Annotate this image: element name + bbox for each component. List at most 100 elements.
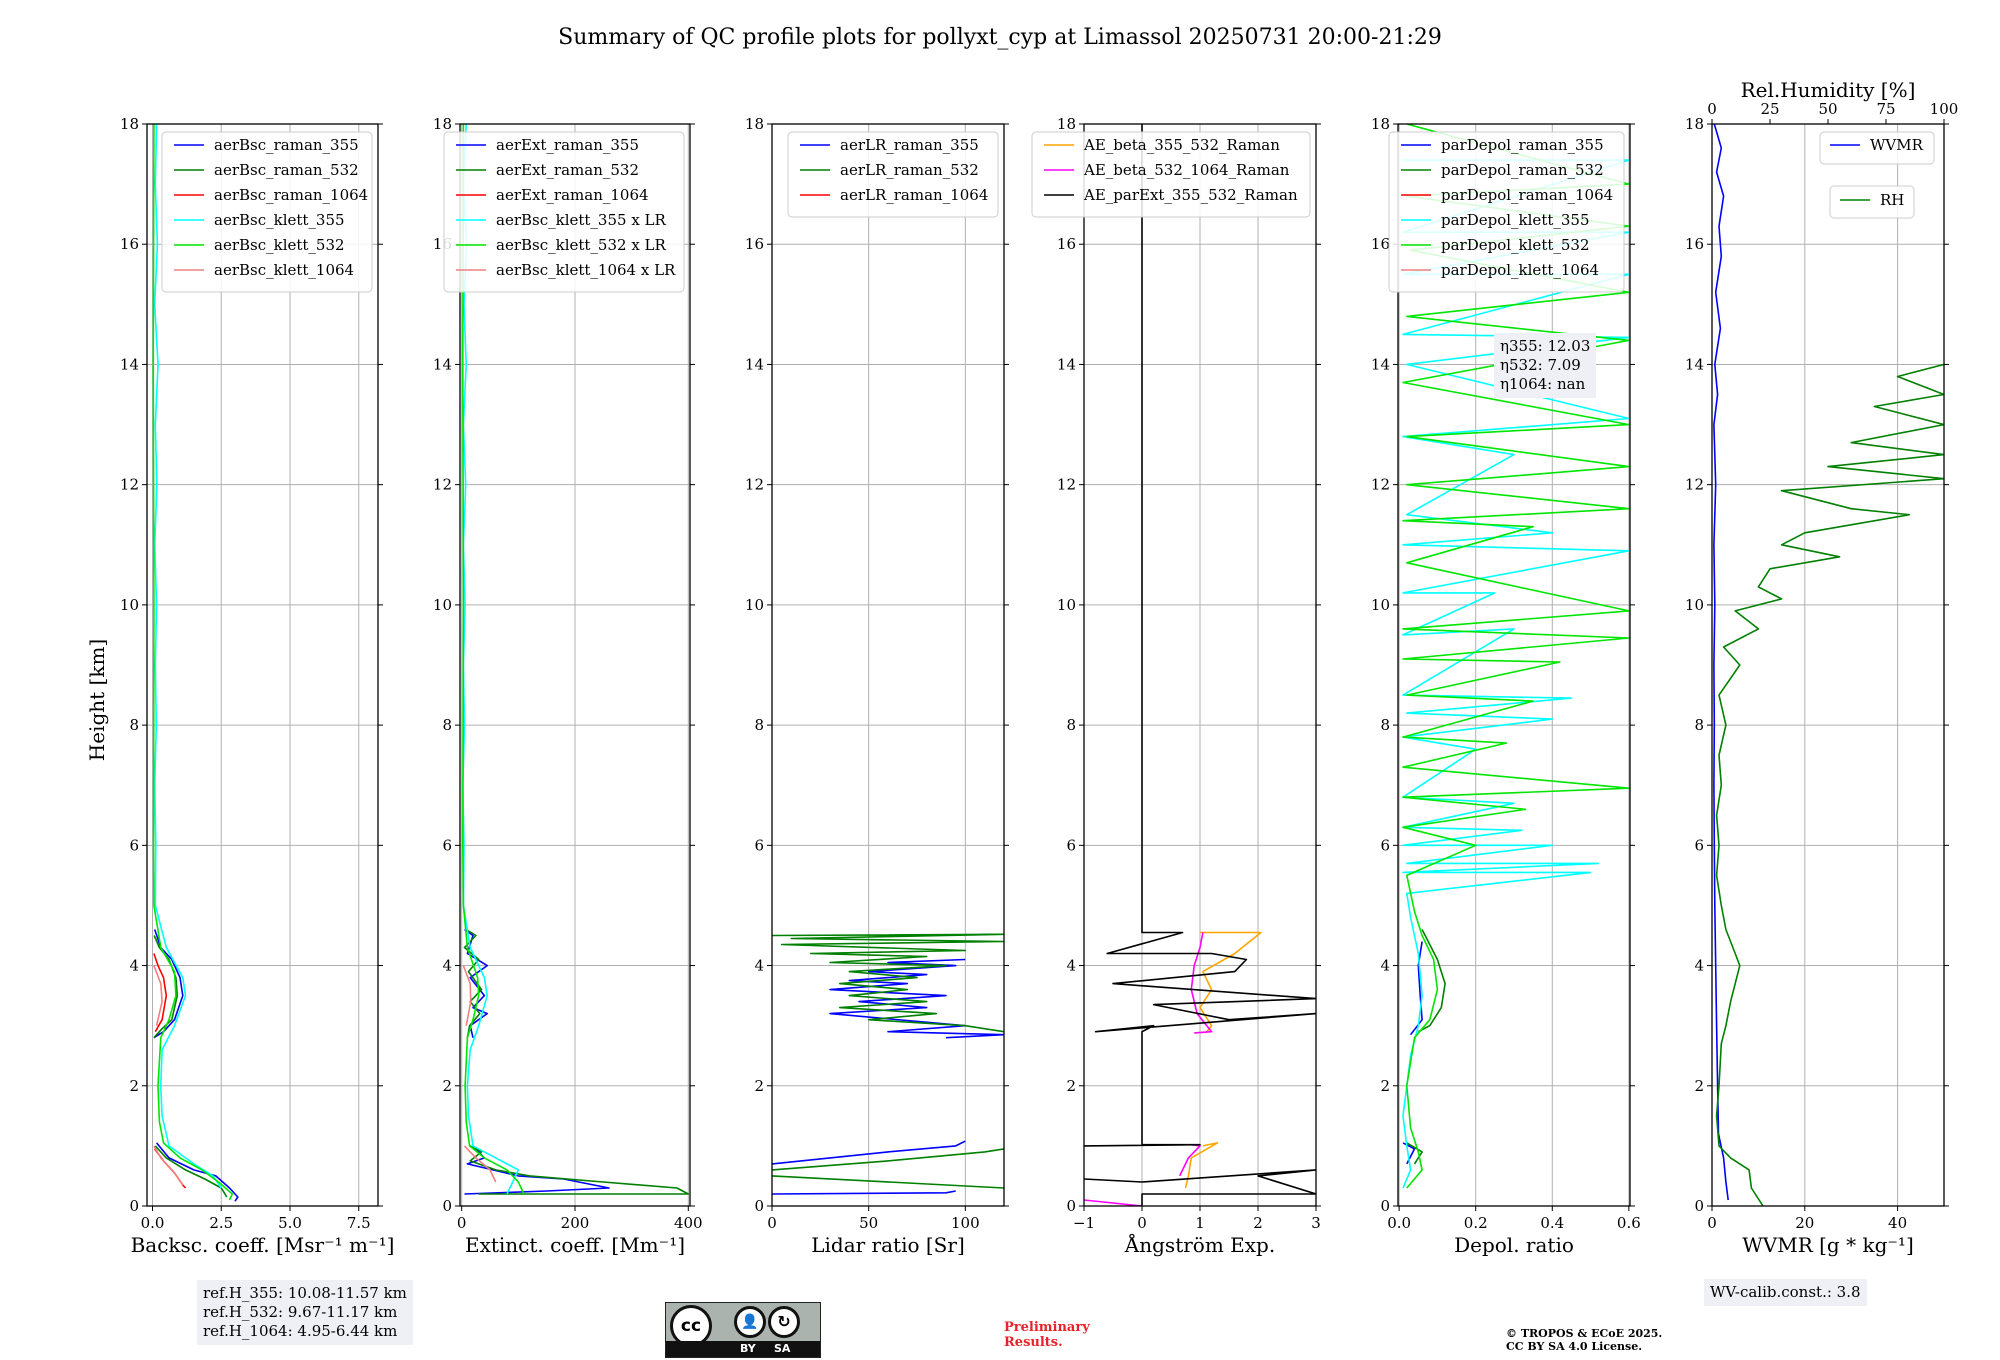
y-tick-label: 0 [1694,1197,1704,1215]
y-tick-label: 16 [1371,235,1390,253]
x-tick-label: 0.2 [1464,1214,1488,1232]
legend: aerBsc_raman_355 aerBsc_raman_532 aerBsc_r… [161,131,373,293]
y-tick-label: 4 [754,957,764,975]
y-tick-label: 2 [1694,1077,1704,1095]
y-tick-label: 6 [442,836,452,854]
legend-entry: AE_beta_355_532_Raman [1083,136,1280,154]
y-tick-label: 14 [120,355,139,373]
series-RH [1715,363,1944,1206]
x-tick-label: 0.4 [1540,1214,1564,1232]
x2-tick-label: 100 [1930,100,1959,118]
y-tick-label: 12 [120,476,139,494]
y-tick-label: 16 [1057,235,1076,253]
series-aerBsc_klett_355 [153,124,222,1189]
legend-box [1388,131,1625,293]
legend: aerLR_raman_355 aerLR_raman_532 aerLR_rama… [787,131,999,218]
legend-box-wvmr [1819,131,1935,165]
y-tick-label: 6 [1066,836,1076,854]
y-tick-label: 18 [1057,115,1076,133]
x-tick-label: 2 [1253,1214,1263,1232]
legend-box [443,131,685,293]
y-tick-label: 6 [754,836,764,854]
legend-entry: parDepol_raman_1064 [1441,186,1613,204]
series-lines [462,124,690,1195]
y-tick-label: 0 [129,1197,139,1215]
series-aerBsc_raman_355 [153,929,239,1202]
legend-entry: aerBsc_raman_1064 [214,186,368,204]
legend-box [161,131,373,293]
y-tick-label: 4 [1694,957,1704,975]
x-axis-label: WVMR [g * kg⁻¹] [1742,1233,1914,1257]
y-tick-label: 2 [1380,1077,1390,1095]
legend-entry: aerBsc_klett_532 x LR [496,236,667,254]
x-tick-label: 100 [951,1214,980,1232]
y-tick-label: 8 [442,716,452,734]
legend: aerExt_raman_355 aerExt_raman_532 aerExt_r… [443,131,685,293]
series-AE_parExt_355_532_Raman [1084,124,1316,1206]
y-tick-label: 16 [1685,235,1704,253]
axes-frame [771,123,1005,1207]
wv-calib-text: WV-calib.const.: 3.8 [1710,1283,1861,1301]
y-tick-label: 6 [129,836,139,854]
y-tick-label: 2 [754,1077,764,1095]
legend-entry: aerBsc_klett_532 [214,236,345,254]
y-tick-label: 18 [1685,115,1704,133]
y-tick-label: 6 [1694,836,1704,854]
x2-tick-label: 75 [1876,100,1895,118]
x-tick-label: 400 [674,1214,703,1232]
x-tick-label: −1 [1073,1214,1095,1232]
series-aerExt_raman_532 [463,928,690,1195]
legend-box [787,131,999,218]
legend-entry: aerExt_raman_532 [496,161,639,179]
axes-frame [1711,123,1945,1207]
copyright-line-2: CC BY SA 4.0 License. [1506,1340,1643,1353]
wv-calib-box: WV-calib.const.: 3.8 [1704,1279,1867,1306]
legend-entry: parDepol_raman_532 [1441,161,1604,179]
series-aerExt_raman_355 [464,928,610,1195]
preliminary-note: Preliminary Results. [1004,1320,1090,1350]
y-tick-label: 12 [1057,476,1076,494]
y-tick-label: 4 [129,957,139,975]
y-tick-label: 14 [433,355,452,373]
legend-entry: parDepol_klett_1064 [1441,261,1599,279]
y-tick-label: 2 [129,1077,139,1095]
y-tick-label: 4 [442,957,452,975]
x2-tick-label: 25 [1760,100,1779,118]
series-aerBsc_klett_532 [152,124,234,1201]
eta-box: η355: 12.03 η532: 7.09 η1064: nan [1494,333,1597,398]
x-tick-label: 0 [1137,1214,1147,1232]
y-tick-label: 8 [1694,716,1704,734]
series-WVMR [1713,124,1729,1201]
legend-entry: aerLR_raman_1064 [840,186,988,204]
x-axis-label: Extinct. coeff. [Mm⁻¹] [465,1233,685,1257]
x-axis-label: Ångström Exp. [1124,1232,1275,1257]
y-tick-label: 14 [1685,355,1704,373]
y-tick-label: 8 [754,716,764,734]
y-tick-label: 14 [745,355,764,373]
series-aerBsc_klett_532 x LR [462,124,525,1195]
x-tick-label: 0 [457,1214,467,1232]
x-axis-label: Backsc. coeff. [Msr⁻¹ m⁻¹] [131,1233,395,1257]
y-tick-label: 6 [1380,836,1390,854]
y-tick-label: 0 [442,1197,452,1215]
y-tick-label: 16 [120,235,139,253]
x-tick-label: 7.5 [347,1214,371,1232]
series-AE_beta_532_1064_Raman [1084,932,1213,1206]
x-tick-label: 200 [561,1214,590,1232]
ref-height-355: ref.H_355: 10.08-11.57 km [203,1284,407,1302]
series-lines [1713,124,1944,1206]
x2-axis-label: Rel.Humidity [%] [1741,78,1916,102]
legend-entry: parDepol_klett_532 [1441,236,1590,254]
series-lines [152,124,239,1202]
sa-label: SA [774,1342,791,1355]
y-tick-label: 10 [1685,596,1704,614]
legend-entry: aerLR_raman_532 [840,161,979,179]
y-tick-label: 2 [1066,1077,1076,1095]
series-aerBsc_klett_1064 [153,965,184,1186]
x-tick-label: 20 [1795,1214,1814,1232]
y-tick-label: 10 [745,596,764,614]
